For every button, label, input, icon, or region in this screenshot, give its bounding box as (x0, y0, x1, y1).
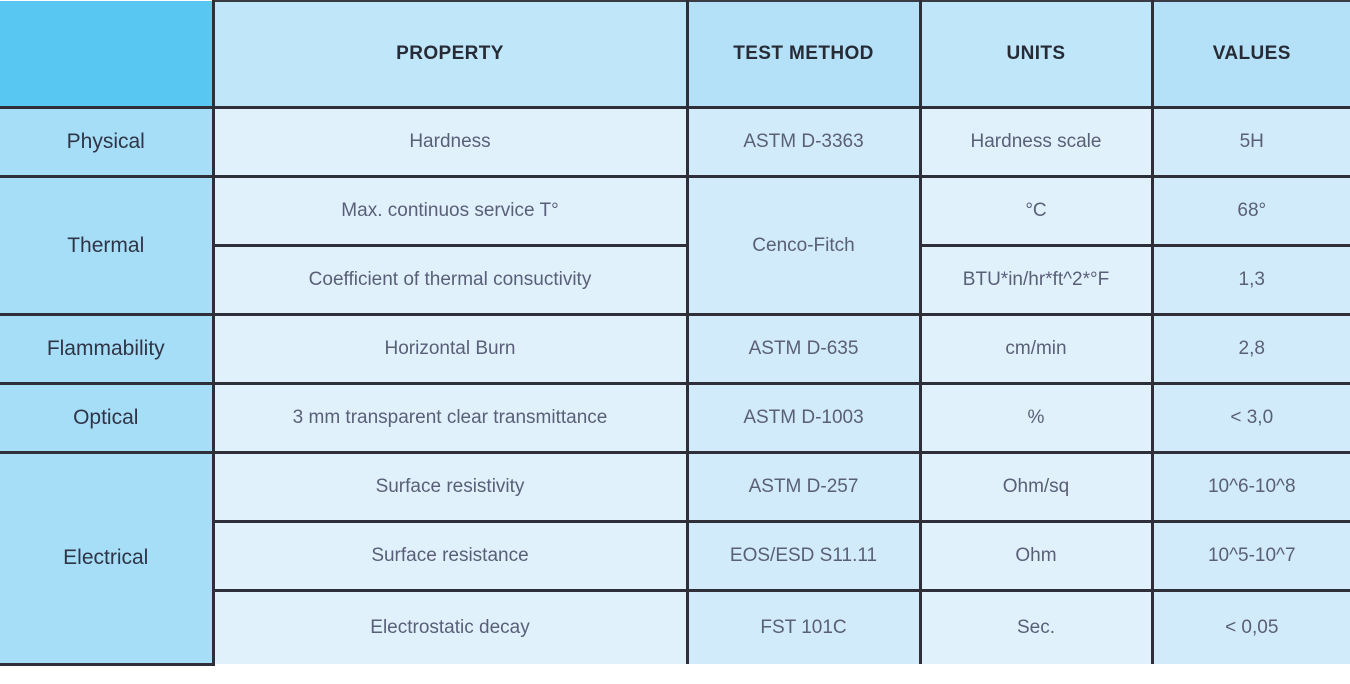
col-header-property: PROPERTY (211, 0, 689, 109)
test-method-cell: ASTM D-3363 (685, 106, 922, 178)
values-cell: 68° (1150, 175, 1350, 247)
values-cell: 10^5-10^7 (1150, 520, 1350, 592)
test-method-cell: FST 101C (685, 589, 922, 664)
table-header-row: PROPERTY TEST METHOD UNITS VALUES (0, 0, 1350, 109)
material-properties-table: PROPERTY TEST METHOD UNITS VALUES Physic… (0, 0, 1350, 666)
values-cell: 2,8 (1150, 313, 1350, 385)
values-cell: 5H (1150, 106, 1350, 178)
col-header-values: VALUES (1150, 0, 1350, 109)
units-cell: cm/min (918, 313, 1154, 385)
property-cell: Hardness (211, 106, 689, 178)
col-header-units: UNITS (918, 0, 1154, 109)
table-row-electrical-3: Electrostatic decay FST 101C Sec. < 0,05 (0, 589, 1350, 664)
property-cell: Surface resistance (213, 520, 689, 592)
values-cell: < 0,05 (1150, 589, 1350, 664)
units-cell: BTU*in/hr*ft^2*°F (918, 244, 1154, 316)
values-cell: 10^6-10^8 (1150, 451, 1350, 523)
test-method-cell: ASTM D-257 (685, 451, 922, 523)
col-header-test-method: TEST METHOD (685, 0, 922, 109)
test-method-cell: EOS/ESD S11.11 (685, 520, 922, 592)
table-row-flammability: Flammability Horizontal Burn ASTM D-635 … (0, 313, 1350, 385)
property-cell: Coefficient of thermal consuctivity (213, 244, 689, 316)
test-method-cell: ASTM D-635 (685, 313, 922, 385)
units-cell: Ohm/sq (918, 451, 1154, 523)
table-row-thermal-1: Thermal Max. continuos service T° Cenco-… (0, 175, 1350, 316)
property-cell: Surface resistivity (211, 451, 689, 523)
table-row-electrical-2: Surface resistance EOS/ESD S11.11 Ohm 10… (0, 520, 1350, 592)
property-cell: Max. continuos service T° (211, 175, 689, 247)
units-cell: Sec. (918, 589, 1154, 664)
category-cell-thermal: Thermal (0, 175, 215, 316)
values-cell: 1,3 (1150, 244, 1350, 316)
property-cell: Electrostatic decay (213, 589, 689, 664)
units-cell: % (918, 382, 1154, 454)
property-cell: 3 mm transparent clear transmittance (211, 382, 689, 454)
table-row-physical: Physical Hardness ASTM D-3363 Hardness s… (0, 106, 1350, 178)
category-cell-optical: Optical (0, 382, 215, 454)
property-cell: Horizontal Burn (211, 313, 689, 385)
test-method-cell: ASTM D-1003 (685, 382, 922, 454)
table-row-electrical-1: Electrical Surface resistivity ASTM D-25… (0, 451, 1350, 666)
category-cell-flammability: Flammability (0, 313, 215, 385)
corner-cell (0, 1, 215, 109)
values-cell: < 3,0 (1150, 382, 1350, 454)
table-row-thermal-2: Coefficient of thermal consuctivity BTU*… (0, 244, 1350, 316)
category-cell-electrical: Electrical (0, 451, 215, 666)
table-row-optical: Optical 3 mm transparent clear transmitt… (0, 382, 1350, 454)
units-cell: Hardness scale (918, 106, 1154, 178)
test-method-cell-merged: Cenco-Fitch (685, 175, 922, 316)
units-cell: °C (918, 175, 1154, 247)
units-cell: Ohm (918, 520, 1154, 592)
category-cell-physical: Physical (0, 106, 215, 178)
